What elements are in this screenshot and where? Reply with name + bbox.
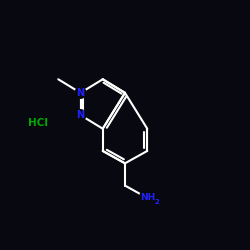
Text: 2: 2 — [154, 200, 159, 205]
Circle shape — [75, 88, 86, 98]
Text: N: N — [76, 88, 84, 98]
Text: NH: NH — [140, 194, 155, 202]
Text: N: N — [76, 110, 84, 120]
Text: HCl: HCl — [28, 118, 48, 128]
Circle shape — [75, 110, 86, 120]
Circle shape — [139, 190, 155, 206]
